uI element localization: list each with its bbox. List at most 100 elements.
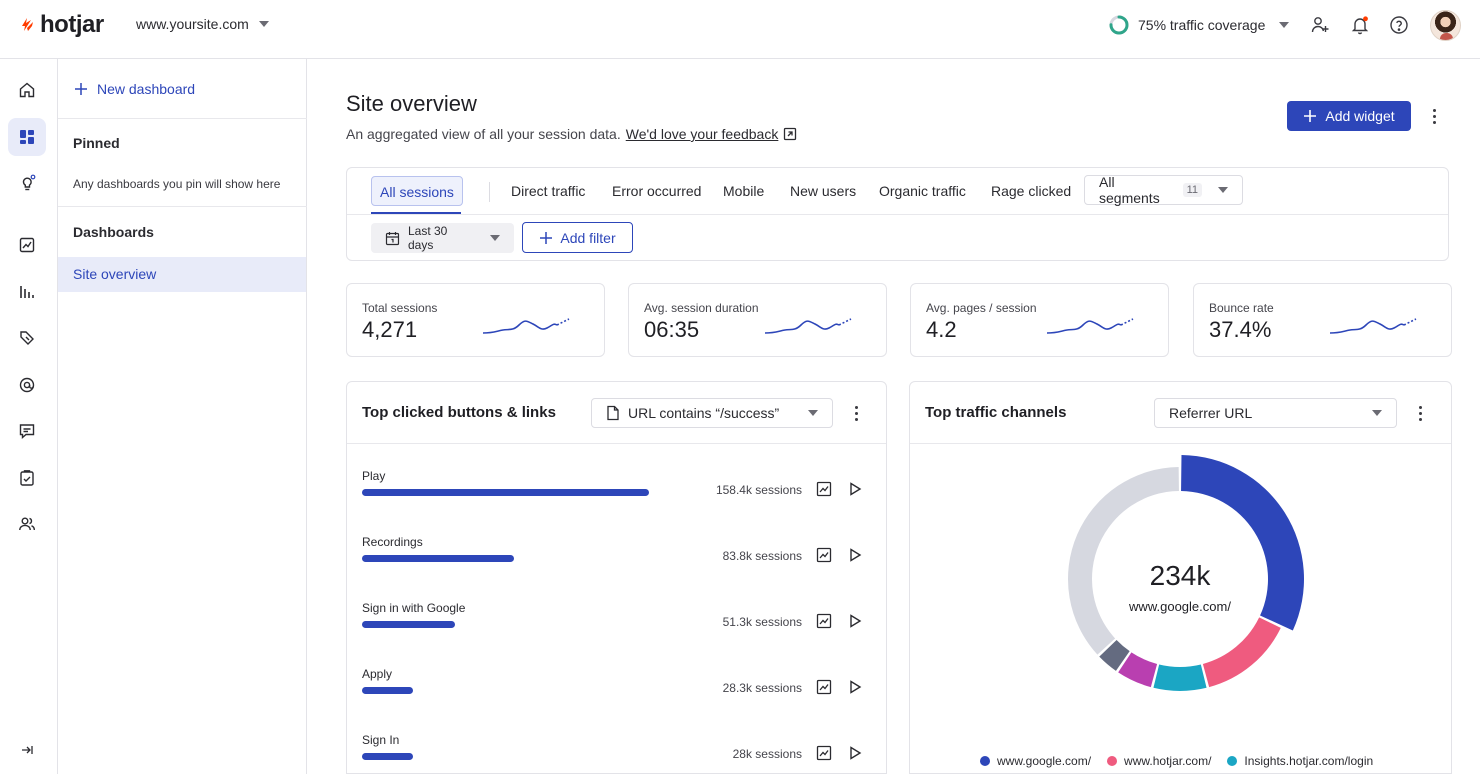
bar	[362, 489, 649, 496]
tab-organic-traffic[interactable]: Organic traffic	[879, 183, 966, 199]
session-count: 83.8k sessions	[722, 549, 802, 563]
users-icon[interactable]	[8, 505, 46, 543]
legend-swatch	[1107, 756, 1118, 766]
user-avatar[interactable]	[1430, 10, 1461, 41]
tab-new-users[interactable]: New users	[790, 183, 857, 199]
tab-error-occurred[interactable]: Error occurred	[612, 183, 702, 199]
plus-icon	[75, 83, 87, 95]
active-tab-indicator	[371, 212, 461, 214]
tab-rage-clicked[interactable]: Rage clicked	[991, 183, 1072, 199]
donut-slice[interactable]	[1153, 664, 1207, 691]
trend-chart-icon[interactable]	[816, 745, 832, 766]
surveys-icon[interactable]	[8, 459, 46, 497]
trend-chart-icon[interactable]	[816, 679, 832, 700]
add-widget-button[interactable]: Add widget	[1287, 101, 1411, 131]
trend-chart-icon[interactable]	[816, 613, 832, 634]
donut-center-value: 234k	[1149, 560, 1211, 591]
page-more-icon[interactable]	[1427, 106, 1441, 126]
home-icon[interactable]	[8, 71, 46, 109]
add-filter-label: Add filter	[560, 229, 616, 246]
donut-slice[interactable]	[1099, 640, 1130, 671]
new-dashboard-button[interactable]: New dashboard	[73, 81, 195, 97]
item-label: Sign In	[362, 733, 400, 747]
list-item[interactable]: Sign In 28k sessions	[362, 733, 872, 773]
document-icon	[607, 405, 619, 421]
feedback-link[interactable]: We'd love your feedback	[625, 126, 779, 142]
list-item[interactable]: Apply 28.3k sessions	[362, 667, 872, 707]
metric-label: Bounce rate	[1209, 301, 1274, 315]
add-filter-button[interactable]: Add filter	[522, 222, 633, 253]
collapse-icon[interactable]	[8, 731, 46, 769]
chevron-down-icon	[490, 235, 500, 241]
chevron-down-icon	[1279, 22, 1290, 28]
list-item[interactable]: Sign in with Google 51.3k sessions	[362, 601, 872, 641]
card-title: Top traffic channels	[925, 404, 1067, 421]
feedback-icon[interactable]	[8, 412, 46, 450]
bar	[362, 555, 514, 562]
donut-slice[interactable]	[1118, 652, 1158, 688]
metric-value: 4.2	[926, 317, 957, 342]
card-title: Top clicked buttons & links	[362, 404, 556, 421]
dashboards-panel: New dashboard Pinned Any dashboards you …	[58, 59, 307, 774]
metric-value: 06:35	[644, 317, 700, 342]
help-icon[interactable]	[1388, 14, 1410, 36]
play-icon[interactable]	[847, 613, 863, 634]
external-link-icon[interactable]	[783, 127, 797, 141]
engage-icon[interactable]	[8, 366, 46, 404]
sidebar-item-site-overview[interactable]: Site overview	[58, 257, 306, 292]
play-icon[interactable]	[847, 547, 863, 568]
traffic-coverage[interactable]: 75% traffic coverage	[1108, 14, 1290, 36]
legend-item[interactable]: Insights.hotjar.com/login	[1227, 754, 1373, 768]
lightbulb-icon[interactable]	[8, 164, 46, 202]
metric-bounce-rate[interactable]: Bounce rate 37.4%	[1193, 283, 1452, 357]
play-icon[interactable]	[847, 679, 863, 700]
bar	[362, 753, 413, 760]
tab-mobile[interactable]: Mobile	[723, 183, 765, 199]
metric-value: 4,271	[362, 317, 418, 342]
dashboards-heading: Dashboards	[73, 224, 154, 240]
metric-avg-pages-session[interactable]: Avg. pages / session 4.2	[910, 283, 1169, 357]
item-label: Apply	[362, 667, 393, 681]
metric-avg-session-duration[interactable]: Avg. session duration 06:35	[628, 283, 887, 357]
play-icon[interactable]	[847, 481, 863, 502]
legend-item[interactable]: www.google.com/	[980, 754, 1091, 768]
legend-item[interactable]: www.hotjar.com/	[1107, 754, 1211, 768]
metric-label: Avg. session duration	[644, 301, 759, 315]
dashboard-icon[interactable]	[8, 118, 46, 156]
tab-direct-traffic[interactable]: Direct traffic	[511, 183, 586, 199]
hotjar-logo[interactable]: hotjar	[18, 11, 104, 39]
add-widget-label: Add widget	[1325, 108, 1395, 124]
trends-icon[interactable]	[8, 226, 46, 264]
card-more-icon[interactable]	[849, 403, 863, 423]
metric-total-sessions[interactable]: Total sessions 4,271	[346, 283, 605, 357]
recordings-icon[interactable]	[8, 319, 46, 357]
tab-all-sessions[interactable]: All sessions	[371, 176, 463, 206]
trend-chart-icon[interactable]	[816, 481, 832, 502]
page-subtitle: An aggregated view of all your session d…	[346, 126, 797, 142]
trend-chart-icon[interactable]	[816, 547, 832, 568]
metric-label: Avg. pages / session	[926, 301, 1037, 315]
site-selector[interactable]: www.yoursite.com	[136, 16, 269, 32]
donut-slice[interactable]	[1068, 467, 1179, 655]
list-item[interactable]: Play 158.4k sessions	[362, 469, 872, 509]
chevron-down-icon	[1372, 410, 1382, 416]
all-segments-dropdown[interactable]: All segments 11	[1084, 174, 1243, 206]
funnels-icon[interactable]	[8, 273, 46, 311]
session-count: 28k sessions	[732, 747, 802, 761]
sparkline	[482, 318, 570, 334]
list-item[interactable]: Recordings 83.8k sessions	[362, 535, 872, 575]
coverage-ring-icon	[1109, 15, 1129, 35]
invite-user-icon[interactable]	[1309, 14, 1331, 36]
card-more-icon[interactable]	[1413, 403, 1427, 423]
pinned-heading: Pinned	[73, 135, 120, 151]
chevron-down-icon	[1218, 187, 1228, 193]
url-filter-dropdown[interactable]: URL contains “/success”	[591, 398, 833, 428]
item-label: Sign in with Google	[362, 601, 466, 615]
play-icon[interactable]	[847, 745, 863, 766]
date-range-dropdown[interactable]: Last 30 days	[371, 223, 514, 253]
donut-slice[interactable]	[1181, 455, 1304, 631]
donut-slice[interactable]	[1202, 617, 1281, 688]
donut-legend: www.google.com/www.hotjar.com/Insights.h…	[980, 754, 1373, 768]
notifications-bell-icon[interactable]	[1349, 14, 1371, 36]
referrer-filter-dropdown[interactable]: Referrer URL	[1154, 398, 1397, 428]
